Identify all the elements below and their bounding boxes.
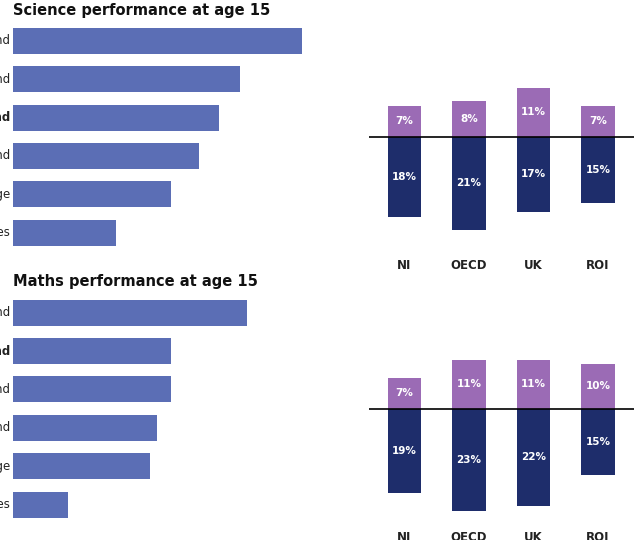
Bar [452, 360, 486, 409]
Text: England: England [0, 35, 11, 48]
Text: 17%: 17% [521, 170, 546, 179]
Text: 491: 491 [330, 421, 355, 434]
Text: 493: 493 [330, 383, 355, 396]
Text: 500: 500 [330, 111, 355, 124]
Bar [13, 220, 116, 246]
Text: 493: 493 [330, 188, 355, 201]
Text: Wales: Wales [0, 498, 11, 511]
Bar [388, 106, 421, 137]
Bar [13, 28, 302, 54]
Text: Northern Ireland: Northern Ireland [0, 111, 11, 124]
Text: Republic of Ireland: Republic of Ireland [0, 73, 11, 86]
Text: 22%: 22% [521, 453, 546, 462]
Bar [452, 137, 486, 230]
Text: OECD average: OECD average [0, 460, 11, 472]
Text: 23%: 23% [456, 455, 481, 464]
Bar [13, 491, 68, 518]
Text: 512: 512 [330, 35, 355, 48]
Bar [452, 409, 486, 510]
Text: 18%: 18% [392, 172, 417, 181]
Text: OECD average: OECD average [0, 188, 11, 201]
Bar [452, 102, 486, 137]
Bar [13, 415, 157, 441]
Text: 497: 497 [330, 150, 355, 163]
Bar [13, 66, 240, 92]
Text: 7%: 7% [396, 116, 413, 126]
Text: Wales: Wales [0, 226, 11, 239]
Text: 493: 493 [330, 345, 355, 357]
Text: 504: 504 [330, 306, 355, 319]
Text: 21%: 21% [456, 178, 481, 188]
Text: Northern Ireland: Northern Ireland [0, 345, 11, 357]
Bar [581, 409, 615, 475]
Text: 490: 490 [330, 460, 355, 472]
Bar [13, 181, 171, 207]
Text: 10%: 10% [586, 381, 611, 391]
Bar [581, 364, 615, 409]
Text: Maths performance at age 15: Maths performance at age 15 [13, 274, 258, 289]
Bar [13, 376, 171, 402]
Text: Scotland: Scotland [0, 421, 11, 434]
Text: 11%: 11% [456, 379, 481, 389]
Text: 485: 485 [330, 226, 355, 239]
Bar [13, 453, 150, 480]
Text: Scotland: Scotland [0, 150, 11, 163]
Text: Republic of Ireland: Republic of Ireland [0, 306, 11, 319]
Bar [516, 409, 550, 506]
Text: 7%: 7% [396, 388, 413, 398]
Bar [516, 88, 550, 137]
Text: 11%: 11% [521, 107, 546, 117]
Bar [13, 300, 247, 326]
Bar [388, 409, 421, 493]
Bar [388, 137, 421, 217]
Bar [581, 137, 615, 203]
Text: England: England [0, 383, 11, 396]
Bar [388, 377, 421, 409]
Bar [13, 338, 171, 364]
Bar [516, 137, 550, 212]
Bar [516, 360, 550, 409]
Text: 19%: 19% [392, 446, 417, 456]
Text: 15%: 15% [586, 437, 611, 447]
Text: 478: 478 [330, 498, 355, 511]
Text: 503: 503 [330, 73, 355, 86]
Text: 11%: 11% [521, 379, 546, 389]
Bar [13, 105, 220, 131]
Bar [581, 106, 615, 137]
Text: 7%: 7% [589, 116, 607, 126]
Text: 15%: 15% [586, 165, 611, 175]
Text: 8%: 8% [460, 114, 478, 124]
Bar [13, 143, 198, 169]
Text: Science performance at age 15: Science performance at age 15 [13, 3, 270, 18]
